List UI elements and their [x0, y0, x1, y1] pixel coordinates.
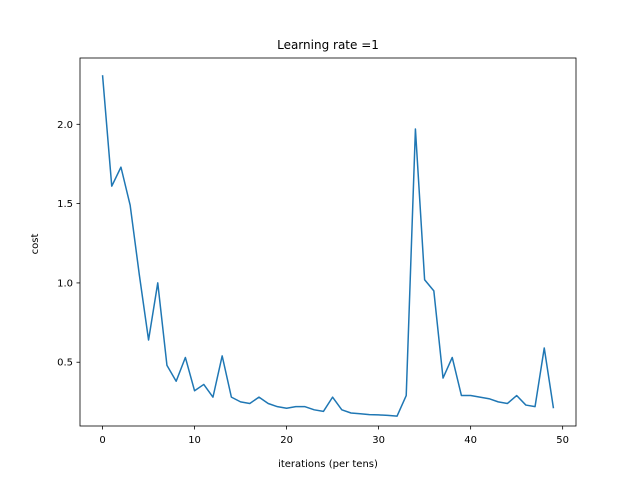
y-tick-label: 1.5 [57, 199, 73, 210]
x-tick-label: 20 [280, 435, 293, 446]
series-line-0 [101, 75, 555, 417]
y-tick-label: 1.0 [57, 278, 73, 289]
x-tick-label: 40 [464, 435, 477, 446]
chart-title: Learning rate =1 [277, 38, 379, 52]
x-tick-label: 30 [372, 435, 385, 446]
x-axis-label: iterations (per tens) [278, 459, 378, 470]
x-tick-label: 50 [556, 435, 569, 446]
y-axis: 0.5 1.0 1.5 2.0 [57, 120, 80, 369]
plot-area [101, 75, 555, 417]
x-tick-label: 10 [188, 435, 201, 446]
y-tick-label: 0.5 [57, 358, 73, 369]
x-axis: 0 10 20 30 40 50 [99, 426, 569, 446]
x-tick-label: 0 [99, 435, 105, 446]
plot-frame [79, 57, 577, 427]
y-axis-label: cost [30, 234, 41, 255]
y-tick-label: 2.0 [57, 120, 73, 131]
